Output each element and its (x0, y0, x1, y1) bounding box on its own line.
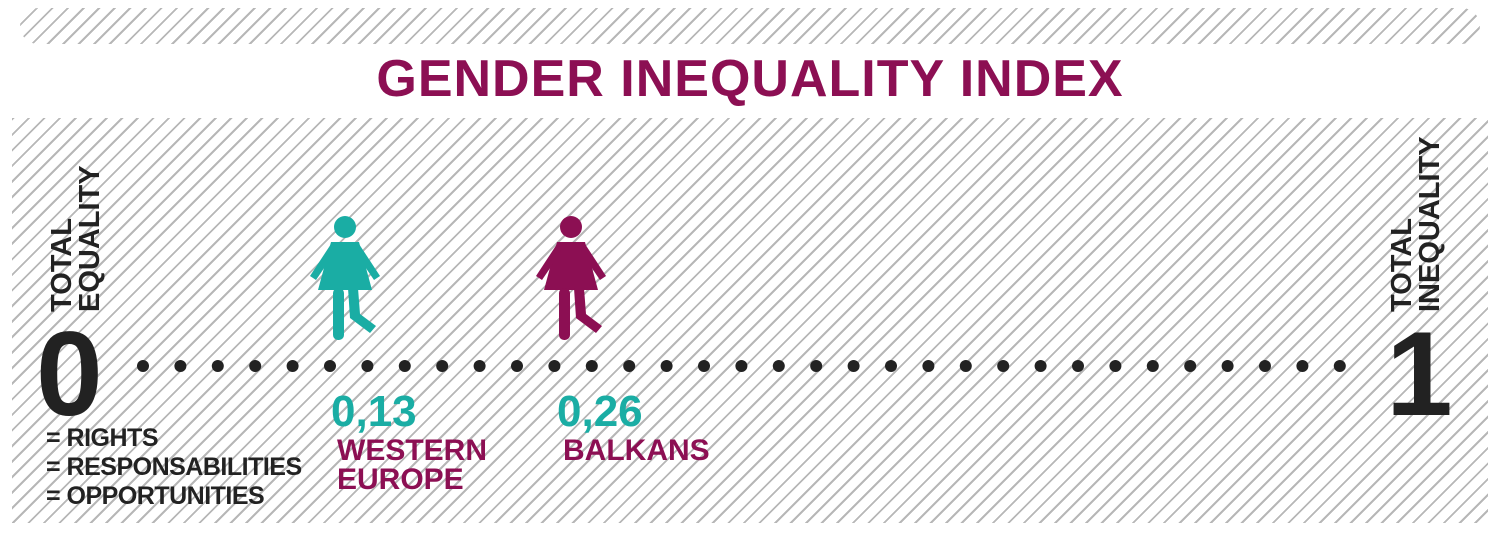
scale-dot (1184, 360, 1197, 372)
scale-dot (1146, 360, 1159, 372)
marker-region-line: BALKANS (563, 434, 710, 467)
scale-dot (735, 360, 748, 372)
scale-dot (810, 360, 823, 372)
scale-dot (1072, 360, 1084, 372)
scale-dot (1296, 360, 1309, 372)
marker-region-line: EUROPE (337, 463, 464, 496)
scale-dot (174, 360, 187, 372)
scale-dot (211, 360, 224, 372)
infographic-title: GENDER INEQUALITY INDEX (0, 47, 1500, 111)
scale-dot (548, 360, 561, 372)
note-rights: = RIGHTS (46, 424, 158, 452)
scale-dot (623, 360, 636, 372)
scale-dot (1259, 360, 1271, 372)
scale-dot (698, 360, 710, 372)
scale-dot (922, 360, 935, 372)
scale-dot (249, 360, 262, 372)
scale-dot (361, 360, 374, 372)
top-hatch-band (20, 8, 1480, 44)
scale-dot (885, 360, 897, 372)
marker-region: WESTERN EUROPE (337, 434, 487, 496)
main-hatch-panel (12, 118, 1488, 523)
scale-max-number: 1 (1386, 307, 1453, 441)
equality-definition: = RIGHTS = RESPONSABILITIES = OPPORTUNIT… (46, 424, 302, 511)
scale-dot (137, 360, 149, 372)
woman-figure-icon (310, 216, 380, 340)
marker-region: BALKANS (563, 434, 710, 467)
scale-dot (660, 360, 673, 372)
scale-min-number: 0 (36, 307, 103, 441)
scale-dot (959, 360, 972, 372)
scale-dot (847, 360, 860, 372)
scale-dot (585, 360, 598, 372)
scale-dot (1109, 360, 1122, 372)
marker-value: 0,13 (331, 387, 417, 436)
note-opportunities: = OPPORTUNITIES (46, 482, 265, 510)
marker-value: 0,26 (557, 387, 643, 436)
scale-dot (1333, 360, 1346, 372)
scale-dot (1034, 360, 1047, 372)
scale-dot (511, 360, 523, 372)
scale-dot (324, 360, 336, 372)
scale-dot (997, 360, 1010, 372)
woman-figure-icon (536, 216, 606, 340)
scale-dot (286, 360, 299, 372)
scale-dot (772, 360, 785, 372)
scale-dot (436, 360, 449, 372)
scale-dot (473, 360, 486, 372)
note-responsabilities: = RESPONSABILITIES (46, 453, 302, 481)
marker-region-line: WESTERN (337, 434, 487, 467)
scale-dot (398, 360, 411, 372)
title-text: GENDER INEQUALITY INDEX (356, 50, 1144, 108)
scale-dot (1221, 360, 1234, 372)
